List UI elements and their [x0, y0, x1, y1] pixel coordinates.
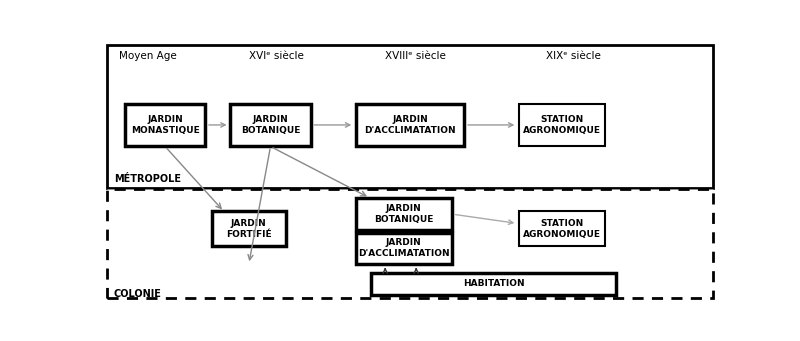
FancyBboxPatch shape: [107, 45, 713, 188]
Text: JARDIN
BOTANIQUE: JARDIN BOTANIQUE: [241, 115, 300, 135]
Text: JARDIN
D'ACCLIMATATION: JARDIN D'ACCLIMATATION: [358, 238, 450, 258]
Text: JARDIN
D'ACCLIMATATION: JARDIN D'ACCLIMATATION: [364, 115, 456, 135]
FancyBboxPatch shape: [125, 104, 206, 146]
FancyBboxPatch shape: [371, 273, 616, 295]
FancyBboxPatch shape: [518, 211, 606, 247]
Text: XIXᵉ siècle: XIXᵉ siècle: [546, 51, 602, 61]
FancyBboxPatch shape: [356, 104, 464, 146]
FancyBboxPatch shape: [211, 211, 286, 247]
FancyBboxPatch shape: [518, 104, 606, 146]
Text: STATION
AGRONOMIQUE: STATION AGRONOMIQUE: [523, 115, 601, 135]
FancyBboxPatch shape: [356, 233, 452, 264]
Text: MÉTROPOLE: MÉTROPOLE: [114, 174, 181, 184]
Text: JARDIN
BOTANIQUE: JARDIN BOTANIQUE: [374, 204, 434, 224]
Text: HABITATION: HABITATION: [463, 279, 525, 288]
Text: COLONIE: COLONIE: [114, 288, 162, 298]
Text: STATION
AGRONOMIQUE: STATION AGRONOMIQUE: [523, 219, 601, 239]
Text: XVIIIᵉ siècle: XVIIIᵉ siècle: [386, 51, 446, 61]
FancyBboxPatch shape: [356, 198, 452, 230]
Text: Moyen Age: Moyen Age: [118, 51, 176, 61]
FancyBboxPatch shape: [230, 104, 310, 146]
Text: XVIᵉ siècle: XVIᵉ siècle: [249, 51, 304, 61]
Text: JARDIN
MONASTIQUE: JARDIN MONASTIQUE: [130, 115, 199, 135]
FancyBboxPatch shape: [107, 189, 713, 298]
Text: JARDIN
FORTIFIÉ: JARDIN FORTIFIÉ: [226, 219, 272, 239]
